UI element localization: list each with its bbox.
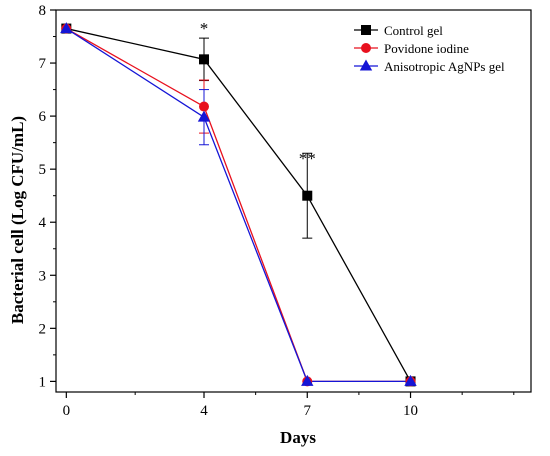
series-2 xyxy=(65,28,411,383)
significance-annotation: ** xyxy=(299,149,316,168)
legend-label: Povidone iodine xyxy=(384,41,469,56)
data-point-circle xyxy=(199,101,210,112)
legend-item: Povidone iodine xyxy=(354,41,469,56)
y-tick-label: 8 xyxy=(39,3,47,19)
y-axis-title: Bacterial cell (Log CFU/mL) xyxy=(8,116,27,324)
y-tick-label: 5 xyxy=(39,162,47,178)
y-tick-label: 7 xyxy=(39,56,47,72)
y-tick-label: 4 xyxy=(39,215,47,231)
x-tick-label: 7 xyxy=(304,403,312,419)
data-point-triangle xyxy=(197,110,211,122)
data-point-triangle xyxy=(60,22,73,34)
x-tick-label: 4 xyxy=(200,403,208,419)
axes: 0 4 7 10 1 2 3 4 5 6 7 8 xyxy=(39,3,515,419)
series-line xyxy=(66,27,412,382)
y-tick-label: 3 xyxy=(39,268,47,284)
data-point-triangle xyxy=(404,374,417,386)
x-tick-label: 0 xyxy=(63,403,71,419)
x-axis-title: Days xyxy=(280,428,316,447)
series-markers-2 xyxy=(60,22,417,386)
annotation-layer: *** xyxy=(200,19,316,168)
data-point-triangle xyxy=(301,374,314,386)
legend-item: Control gel xyxy=(354,23,443,38)
legend-label: Control gel xyxy=(384,23,443,38)
plot-frame xyxy=(55,9,532,393)
legend-label: Anisotropic AgNPs gel xyxy=(384,59,505,74)
legend: Control gel Povidone iodine Anisotropic Ag… xyxy=(354,23,505,74)
legend-item: Anisotropic AgNPs gel xyxy=(354,59,505,74)
data-point-square xyxy=(199,54,210,65)
y-tick-label: 1 xyxy=(39,374,47,390)
y-tick-label: 2 xyxy=(39,321,47,337)
series-line xyxy=(65,28,411,383)
data-point-triangle xyxy=(359,59,373,71)
data-point-square xyxy=(361,25,371,35)
data-point-square xyxy=(302,190,313,201)
x-tick-label: 10 xyxy=(403,403,418,419)
plot-area xyxy=(55,9,532,393)
y-tick-label: 6 xyxy=(39,109,47,125)
significance-annotation: * xyxy=(200,19,209,38)
data-point-circle xyxy=(361,43,371,53)
series-layer xyxy=(60,22,417,387)
